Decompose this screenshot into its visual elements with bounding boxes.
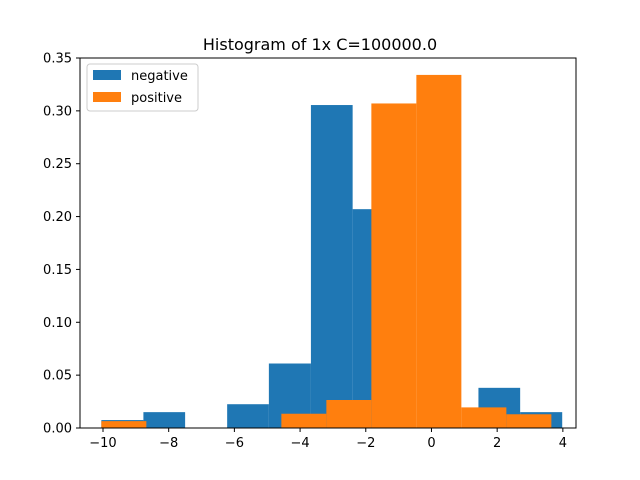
y-tick-label: 0.35	[43, 52, 72, 67]
axes-frame	[79, 57, 577, 429]
chart-title: Histogram of 1x C=100000.0	[203, 35, 437, 54]
x-tick-label: −2	[356, 436, 375, 451]
y-tick-label: 0.00	[43, 422, 72, 437]
x-tick-label: 0	[427, 436, 435, 451]
y-tick-label: 0.15	[43, 263, 72, 278]
x-tick-label: −10	[89, 436, 116, 451]
bar-positive-8	[461, 407, 507, 428]
x-tick-label: 2	[493, 436, 501, 451]
legend-swatch-positive	[93, 92, 121, 102]
axis-ticks: −10 −8 −6 −4 −2 0 2 4 0.00 0.05 0.10 0.15 0.20 0.25 0.…	[43, 52, 567, 452]
bar-positive-5	[326, 399, 372, 428]
y-tick-label: 0.10	[43, 316, 72, 331]
legend-label-negative: negative	[131, 69, 188, 84]
bar-positive-4	[281, 413, 327, 428]
bars-layer	[101, 74, 563, 429]
bar-positive-7	[416, 74, 462, 428]
x-tick-label: −8	[159, 436, 178, 451]
y-tick-label: 0.25	[43, 157, 72, 172]
legend-swatch-negative	[93, 70, 121, 80]
y-tick-label: 0.20	[43, 210, 72, 225]
y-tick-label: 0.30	[43, 104, 72, 119]
x-tick-label: 4	[559, 436, 567, 451]
bar-negative-3	[227, 404, 269, 428]
bar-negative-5	[310, 105, 353, 428]
legend-label-positive: positive	[131, 91, 182, 106]
bar-positive-0	[101, 421, 147, 428]
x-tick-label: −6	[225, 436, 244, 451]
x-tick-label: −4	[290, 436, 309, 451]
bar-positive-6	[371, 103, 417, 429]
bar-negative-1	[143, 412, 186, 428]
bar-positive-9	[506, 414, 552, 428]
legend: negative positive	[86, 63, 199, 112]
y-tick-label: 0.05	[43, 369, 72, 384]
